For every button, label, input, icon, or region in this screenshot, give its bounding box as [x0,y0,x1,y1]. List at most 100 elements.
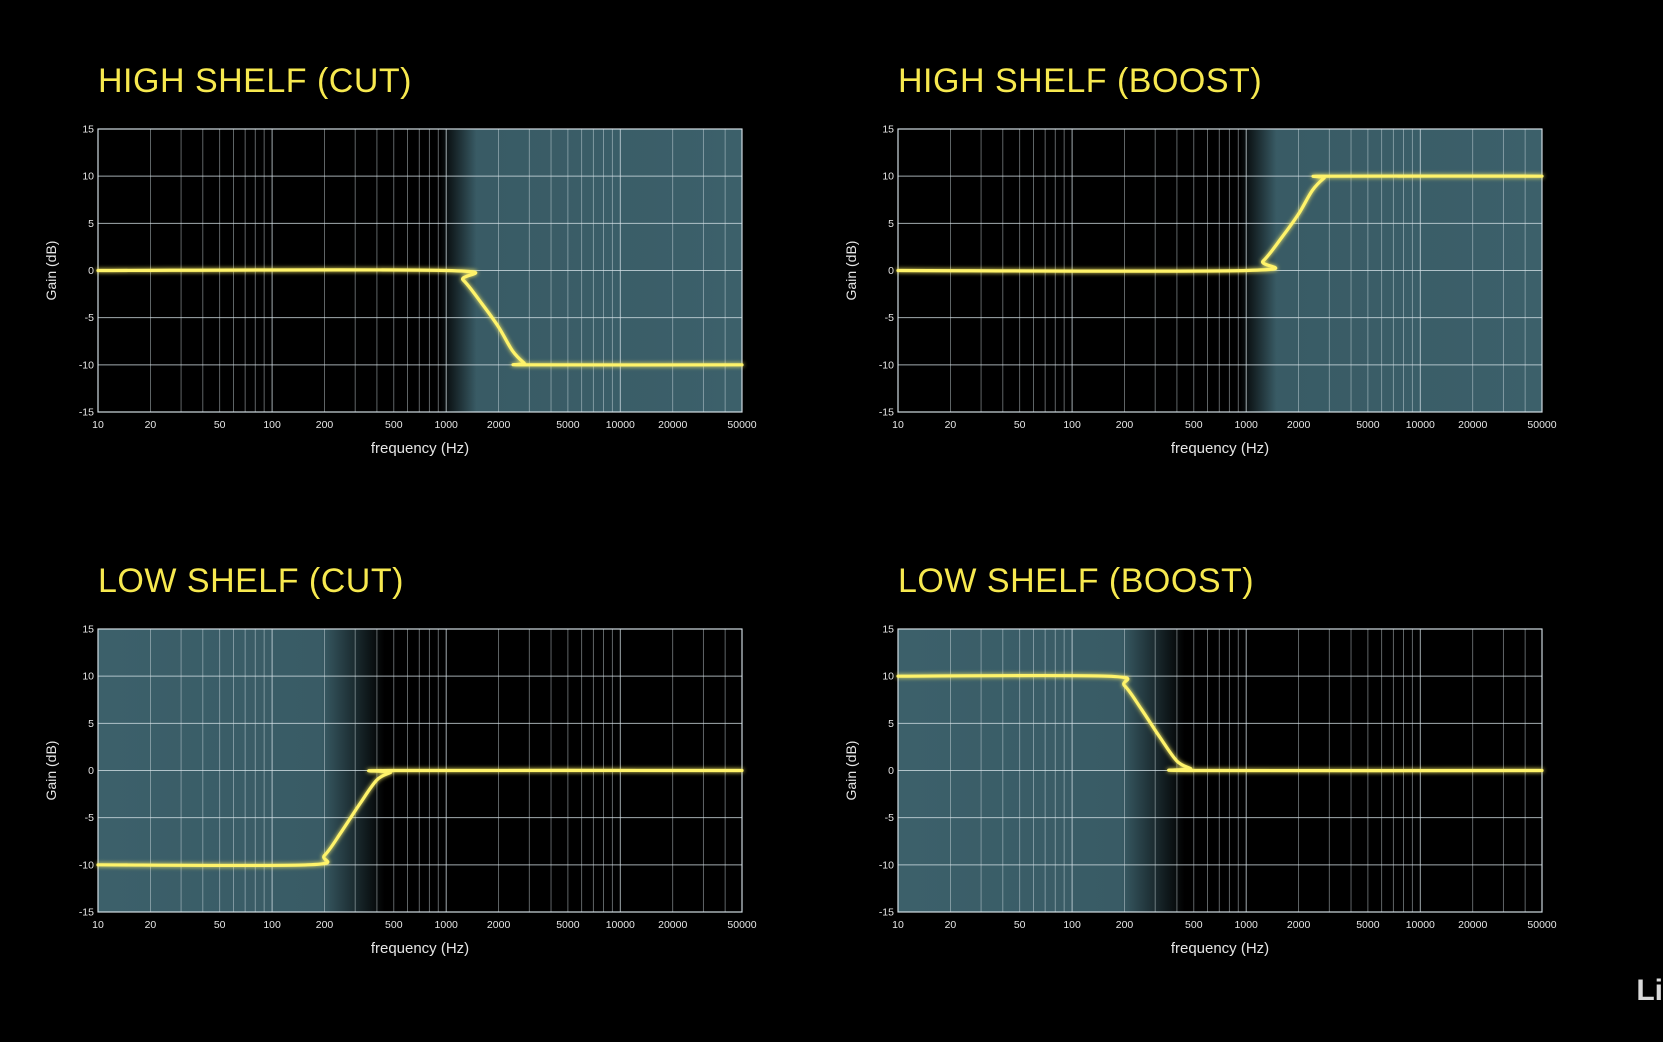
x-tick-label: 2000 [487,919,511,931]
x-tick-label: 5000 [1356,919,1380,931]
y-tick-label: -10 [879,859,894,871]
y-tick-label: -15 [879,407,894,419]
y-tick-label: 0 [88,265,94,277]
x-tick-label: 2000 [1287,919,1311,931]
chart-panel-low-shelf-boost: LOW SHELF (BOOST) 15 10 5 0 -5 -10 -15 10 20 50 10… [843,562,1626,1042]
x-tick-label: 200 [1116,419,1134,431]
y-tick-label: 10 [82,171,94,183]
chart-title: LOW SHELF (BOOST) [898,562,1255,600]
y-tick-label: -10 [879,359,894,371]
y-tick-label: 5 [88,218,94,230]
y-tick-label: 0 [888,265,894,277]
y-tick-label: -15 [79,407,94,419]
y-tick-label: 15 [882,624,894,636]
x-tick-label: 5000 [556,419,580,431]
chart-panel-high-shelf-cut: HIGH SHELF (CUT) 15 10 5 0 -5 -10 -15 10 20 50 100… [43,62,826,542]
x-axis-label: frequency (Hz) [1171,440,1269,457]
x-tick-label: 20000 [1458,419,1487,431]
x-axis-label: frequency (Hz) [1171,940,1269,957]
y-axis-label: Gain (dB) [43,241,59,301]
y-tick-label: -15 [79,907,94,919]
x-tick-label: 500 [1185,919,1203,931]
series-line [896,673,1544,773]
x-tick-label: 2000 [487,419,511,431]
x-tick-label: 50 [1014,919,1026,931]
y-tick-label: -10 [79,359,94,371]
x-tick-label: 10000 [1406,419,1435,431]
x-tick-label: 500 [1185,419,1203,431]
x-tick-label: 100 [263,919,281,931]
y-axis-label: Gain (dB) [43,741,59,801]
y-tick-label: 10 [82,671,94,683]
x-tick-label: 1000 [1235,919,1259,931]
x-tick-label: 1000 [435,919,459,931]
x-tick-label: 1000 [435,419,459,431]
series-line [896,174,1544,273]
y-tick-label: -10 [79,859,94,871]
y-tick-label: 0 [888,765,894,777]
x-tick-label: 50000 [1527,419,1556,431]
x-tick-label: 20000 [658,919,687,931]
chart-title: HIGH SHELF (CUT) [98,62,412,100]
chart-panel-high-shelf-boost: HIGH SHELF (BOOST) 15 10 5 0 -5 -10 -15 10 20 50 1… [843,62,1626,542]
watermark-logo: Li [1636,974,1663,1007]
x-tick-label: 50000 [727,919,756,931]
x-tick-label: 100 [1063,919,1081,931]
x-tick-label: 20 [145,919,157,931]
chart-panel-low-shelf-cut: LOW SHELF (CUT) 15 10 5 0 -5 -10 -15 10 20 50 100 2… [43,562,826,1042]
y-axis-label: Gain (dB) [843,241,859,301]
x-tick-label: 20 [145,419,157,431]
y-tick-label: 15 [882,124,894,136]
y-tick-label: 0 [88,765,94,777]
y-tick-label: -15 [879,907,894,919]
x-tick-label: 10000 [1406,919,1435,931]
x-tick-label: 20000 [1458,919,1487,931]
x-tick-label: 20 [945,919,957,931]
y-tick-label: -5 [85,312,94,324]
y-tick-label: 15 [82,624,94,636]
y-tick-label: -5 [885,812,894,824]
y-tick-label: 5 [88,718,94,730]
y-tick-label: 5 [888,218,894,230]
x-tick-label: 500 [385,419,403,431]
series-line [96,268,744,367]
x-tick-label: 50000 [1527,919,1556,931]
x-tick-label: 10 [92,919,104,931]
x-tick-label: 100 [1063,419,1081,431]
x-tick-label: 10 [92,419,104,431]
y-tick-label: 5 [888,718,894,730]
y-tick-label: -5 [885,312,894,324]
x-tick-label: 10 [892,419,904,431]
y-axis-label: Gain (dB) [843,741,859,801]
x-tick-label: 100 [263,419,281,431]
x-tick-label: 2000 [1287,419,1311,431]
x-tick-label: 50000 [727,419,756,431]
y-tick-label: 10 [882,671,894,683]
x-tick-label: 200 [316,419,334,431]
y-tick-label: 10 [882,171,894,183]
series-line [96,768,744,868]
x-tick-label: 5000 [1356,419,1380,431]
x-tick-label: 5000 [556,919,580,931]
x-tick-label: 10000 [606,419,635,431]
x-tick-label: 200 [316,919,334,931]
y-tick-label: 15 [82,124,94,136]
x-axis-label: frequency (Hz) [371,940,469,957]
chart-title: LOW SHELF (CUT) [98,562,404,600]
x-tick-label: 50 [1014,419,1026,431]
x-tick-label: 20000 [658,419,687,431]
x-axis-label: frequency (Hz) [371,440,469,457]
x-tick-label: 10000 [606,919,635,931]
x-tick-label: 10 [892,919,904,931]
x-tick-label: 50 [214,919,226,931]
y-tick-label: -5 [85,812,94,824]
x-tick-label: 20 [945,419,957,431]
x-tick-label: 50 [214,419,226,431]
chart-title: HIGH SHELF (BOOST) [898,62,1263,100]
x-tick-label: 200 [1116,919,1134,931]
x-tick-label: 1000 [1235,419,1259,431]
